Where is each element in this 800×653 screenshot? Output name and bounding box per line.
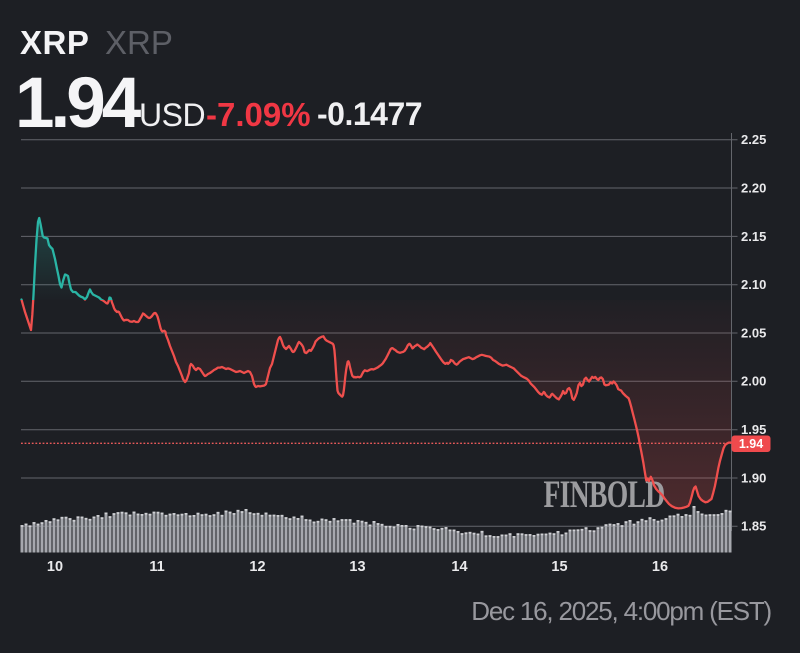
svg-text:2.10: 2.10 (741, 277, 766, 292)
svg-text:14: 14 (451, 559, 467, 575)
svg-text:10: 10 (47, 559, 63, 575)
svg-text:11: 11 (149, 559, 164, 575)
svg-text:1.90: 1.90 (741, 470, 766, 485)
svg-text:1.85: 1.85 (741, 519, 766, 534)
svg-text:15: 15 (551, 559, 567, 575)
svg-text:2.15: 2.15 (741, 229, 766, 244)
svg-text:1.95: 1.95 (741, 422, 766, 437)
svg-text:FINBOLD: FINBOLD (544, 473, 665, 516)
svg-text:2.05: 2.05 (741, 325, 766, 340)
svg-text:2.00: 2.00 (741, 374, 766, 389)
svg-text:16: 16 (652, 559, 668, 575)
svg-text:12: 12 (249, 559, 265, 575)
svg-text:2.20: 2.20 (741, 180, 766, 195)
svg-text:1.94: 1.94 (739, 437, 763, 451)
svg-text:2.25: 2.25 (741, 132, 766, 147)
svg-text:13: 13 (349, 559, 365, 575)
